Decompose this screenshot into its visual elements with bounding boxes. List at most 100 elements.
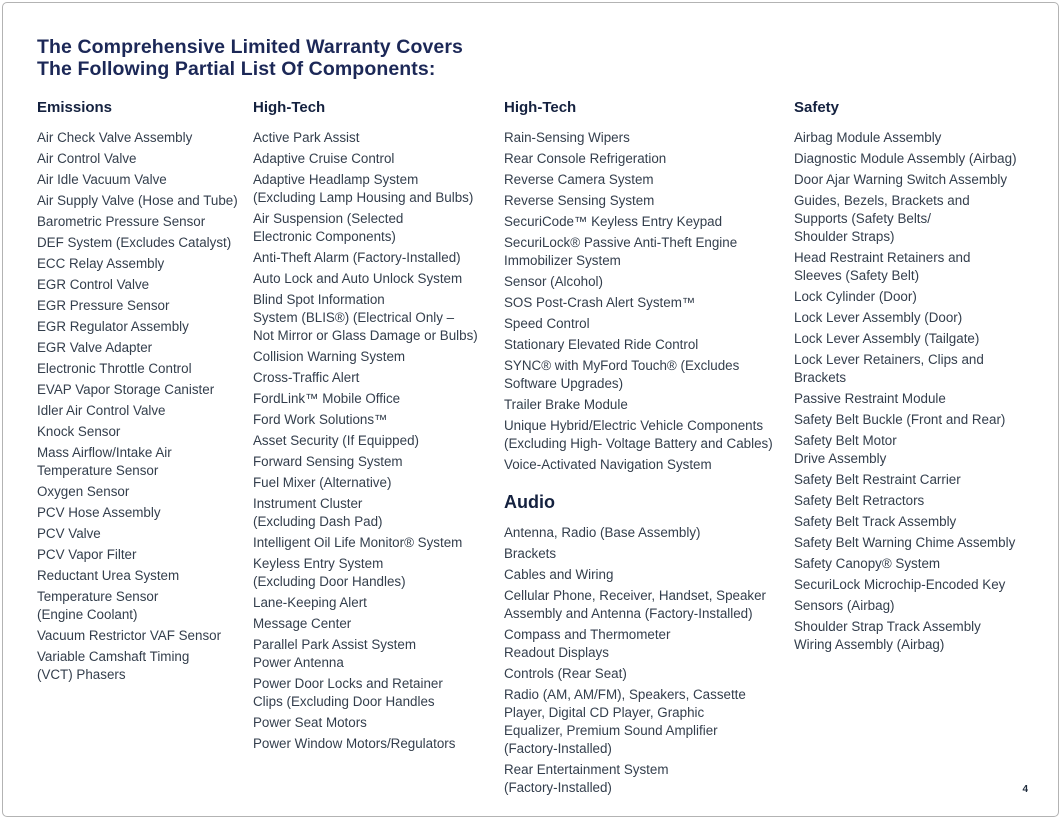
list-item: Forward Sensing System bbox=[253, 454, 403, 469]
list-item: Message Center bbox=[253, 616, 352, 631]
list-item: Airbag Module Assembly bbox=[794, 130, 942, 145]
section-high-tech: High-Tech Active Park Assist Adaptive Crui… bbox=[253, 98, 497, 753]
list-item: Power Window Motors/Regulators bbox=[253, 736, 456, 751]
component-list: Antenna, Radio (Base Assembly) Brackets Ca… bbox=[504, 524, 788, 797]
list-item: Safety Belt Restraint Carrier bbox=[794, 472, 961, 487]
list-item: EGR Pressure Sensor bbox=[37, 298, 170, 313]
list-item: PCV Valve bbox=[37, 526, 101, 541]
list-item: Sensor (Alcohol) bbox=[504, 274, 603, 289]
list-item: Lock Lever Retainers, Clips and Brackets bbox=[794, 352, 984, 385]
list-item: Air Suspension (Selected Electronic Compo… bbox=[253, 211, 404, 244]
list-item: Cross-Traffic Alert bbox=[253, 370, 360, 385]
list-item: Knock Sensor bbox=[37, 424, 121, 439]
list-item: Power Seat Motors bbox=[253, 715, 367, 730]
section-heading: Audio bbox=[504, 492, 555, 512]
list-item: Air Supply Valve (Hose and Tube) bbox=[37, 193, 238, 208]
list-item: Antenna, Radio (Base Assembly) bbox=[504, 525, 701, 540]
list-item: Active Park Assist bbox=[253, 130, 360, 145]
list-item: SecuriCode™ Keyless Entry Keypad bbox=[504, 214, 723, 229]
list-item: Rear Console Refrigeration bbox=[504, 151, 667, 166]
component-list: Air Check Valve Assembly Air Control Valv… bbox=[37, 129, 247, 684]
list-item: Reverse Camera System bbox=[504, 172, 654, 187]
list-item: Adaptive Cruise Control bbox=[253, 151, 395, 166]
list-item: Safety Belt Retractors bbox=[794, 493, 925, 508]
component-list: Airbag Module Assembly Diagnostic Module … bbox=[794, 129, 1048, 654]
list-item: Safety Belt Motor Drive Assembly bbox=[794, 433, 897, 466]
list-item: Lock Lever Assembly (Tailgate) bbox=[794, 331, 980, 346]
list-item: Shoulder Strap Track Assembly Wiring Asse… bbox=[794, 619, 981, 652]
page-title-line-2: The Following Partial List Of Components… bbox=[37, 58, 436, 80]
list-item: Collision Warning System bbox=[253, 349, 406, 364]
list-item: SOS Post-Crash Alert System™ bbox=[504, 295, 696, 310]
list-item: Asset Security (If Equipped) bbox=[253, 433, 419, 448]
section-heading: High-Tech bbox=[504, 99, 577, 116]
list-item: Voice-Activated Navigation System bbox=[504, 457, 712, 472]
list-item: Stationary Elevated Ride Control bbox=[504, 337, 699, 352]
list-item: Door Ajar Warning Switch Assembly bbox=[794, 172, 1008, 187]
list-item: Keyless Entry System (Excluding Door Hand… bbox=[253, 556, 406, 589]
list-item: Oxygen Sensor bbox=[37, 484, 130, 499]
list-item: Safety Belt Track Assembly bbox=[794, 514, 957, 529]
column-3: Safety Airbag Module Assembly Diagnostic M… bbox=[794, 98, 1048, 657]
list-item: Idler Air Control Valve bbox=[37, 403, 166, 418]
list-item: DEF System (Excludes Catalyst) bbox=[37, 235, 232, 250]
list-item: Air Control Valve bbox=[37, 151, 137, 166]
list-item: SecuriLock® Passive Anti-Theft Engine Imm… bbox=[504, 235, 738, 268]
list-item: Guides, Bezels, Brackets and Supports (Sa… bbox=[794, 193, 970, 244]
section-safety: Safety Airbag Module Assembly Diagnostic M… bbox=[794, 98, 1048, 654]
section-audio: Audio Antenna, Radio (Base Assembly) Brack… bbox=[504, 491, 788, 797]
component-list: Rain-Sensing Wipers Rear Console Refriger… bbox=[504, 129, 788, 474]
list-item: Lock Cylinder (Door) bbox=[794, 289, 917, 304]
page-title-line-1: The Comprehensive Limited Warranty Cover… bbox=[37, 36, 463, 58]
list-item: EGR Valve Adapter bbox=[37, 340, 153, 355]
list-item: Mass Airflow/Intake Air Temperature Senso… bbox=[37, 445, 172, 478]
list-item: Passive Restraint Module bbox=[794, 391, 946, 406]
list-item: Brackets bbox=[504, 546, 557, 561]
list-item: Lane-Keeping Alert bbox=[253, 595, 367, 610]
list-item: Controls (Rear Seat) bbox=[504, 666, 627, 681]
list-item: Vacuum Restrictor VAF Sensor bbox=[37, 628, 222, 643]
list-item: EVAP Vapor Storage Canister bbox=[37, 382, 215, 397]
list-item: Safety Belt Warning Chime Assembly bbox=[794, 535, 1016, 550]
page-number: 4 bbox=[1022, 784, 1028, 795]
list-item: Diagnostic Module Assembly (Airbag) bbox=[794, 151, 1017, 166]
list-item: Barometric Pressure Sensor bbox=[37, 214, 206, 229]
section-heading: Safety bbox=[794, 99, 840, 116]
list-item: Fuel Mixer (Alternative) bbox=[253, 475, 392, 490]
list-item: Instrument Cluster (Excluding Dash Pad) bbox=[253, 496, 383, 529]
list-item: Power Door Locks and Retainer Clips (Excl… bbox=[253, 676, 443, 709]
list-item: Sensors (Airbag) bbox=[794, 598, 895, 613]
list-item: Lock Lever Assembly (Door) bbox=[794, 310, 963, 325]
list-item: Reductant Urea System bbox=[37, 568, 180, 583]
list-item: FordLink™ Mobile Office bbox=[253, 391, 401, 406]
section-emissions: Emissions Air Check Valve Assembly Air Con… bbox=[37, 98, 247, 684]
list-item: Variable Camshaft Timing (VCT) Phasers bbox=[37, 649, 190, 682]
list-item: PCV Vapor Filter bbox=[37, 547, 137, 562]
column-0: Emissions Air Check Valve Assembly Air Con… bbox=[37, 98, 247, 687]
list-item: ECC Relay Assembly bbox=[37, 256, 165, 271]
section-heading: High-Tech bbox=[253, 99, 326, 116]
list-item: Intelligent Oil Life Monitor® System bbox=[253, 535, 463, 550]
list-item: Rear Entertainment System (Factory-Instal… bbox=[504, 762, 669, 795]
list-item: Air Check Valve Assembly bbox=[37, 130, 193, 145]
list-item: Reverse Sensing System bbox=[504, 193, 655, 208]
list-item: SecuriLock Microchip-Encoded Key bbox=[794, 577, 1006, 592]
list-item: PCV Hose Assembly bbox=[37, 505, 161, 520]
section-high-tech: High-Tech Rain-Sensing Wipers Rear Console… bbox=[504, 98, 788, 474]
list-item: Ford Work Solutions™ bbox=[253, 412, 388, 427]
section-heading: Emissions bbox=[37, 99, 113, 116]
list-item: Speed Control bbox=[504, 316, 590, 331]
column-2: High-Tech Rain-Sensing Wipers Rear Console… bbox=[504, 98, 788, 800]
list-item: Auto Lock and Auto Unlock System bbox=[253, 271, 463, 286]
list-item: Trailer Brake Module bbox=[504, 397, 628, 412]
list-item: Parallel Park Assist System Power Antenna bbox=[253, 637, 416, 670]
component-list: Active Park Assist Adaptive Cruise Contro… bbox=[253, 129, 497, 753]
list-item: SYNC® with MyFord Touch® (Excludes Softwa… bbox=[504, 358, 740, 391]
list-item: Radio (AM, AM/FM), Speakers, Cassette Pla… bbox=[504, 687, 746, 756]
list-item: Air Idle Vacuum Valve bbox=[37, 172, 167, 187]
list-item: Blind Spot Information System (BLIS®) (El… bbox=[253, 292, 478, 343]
list-item: Safety Belt Buckle (Front and Rear) bbox=[794, 412, 1006, 427]
list-item: Compass and Thermometer Readout Displays bbox=[504, 627, 671, 660]
list-item: Safety Canopy® System bbox=[794, 556, 941, 571]
